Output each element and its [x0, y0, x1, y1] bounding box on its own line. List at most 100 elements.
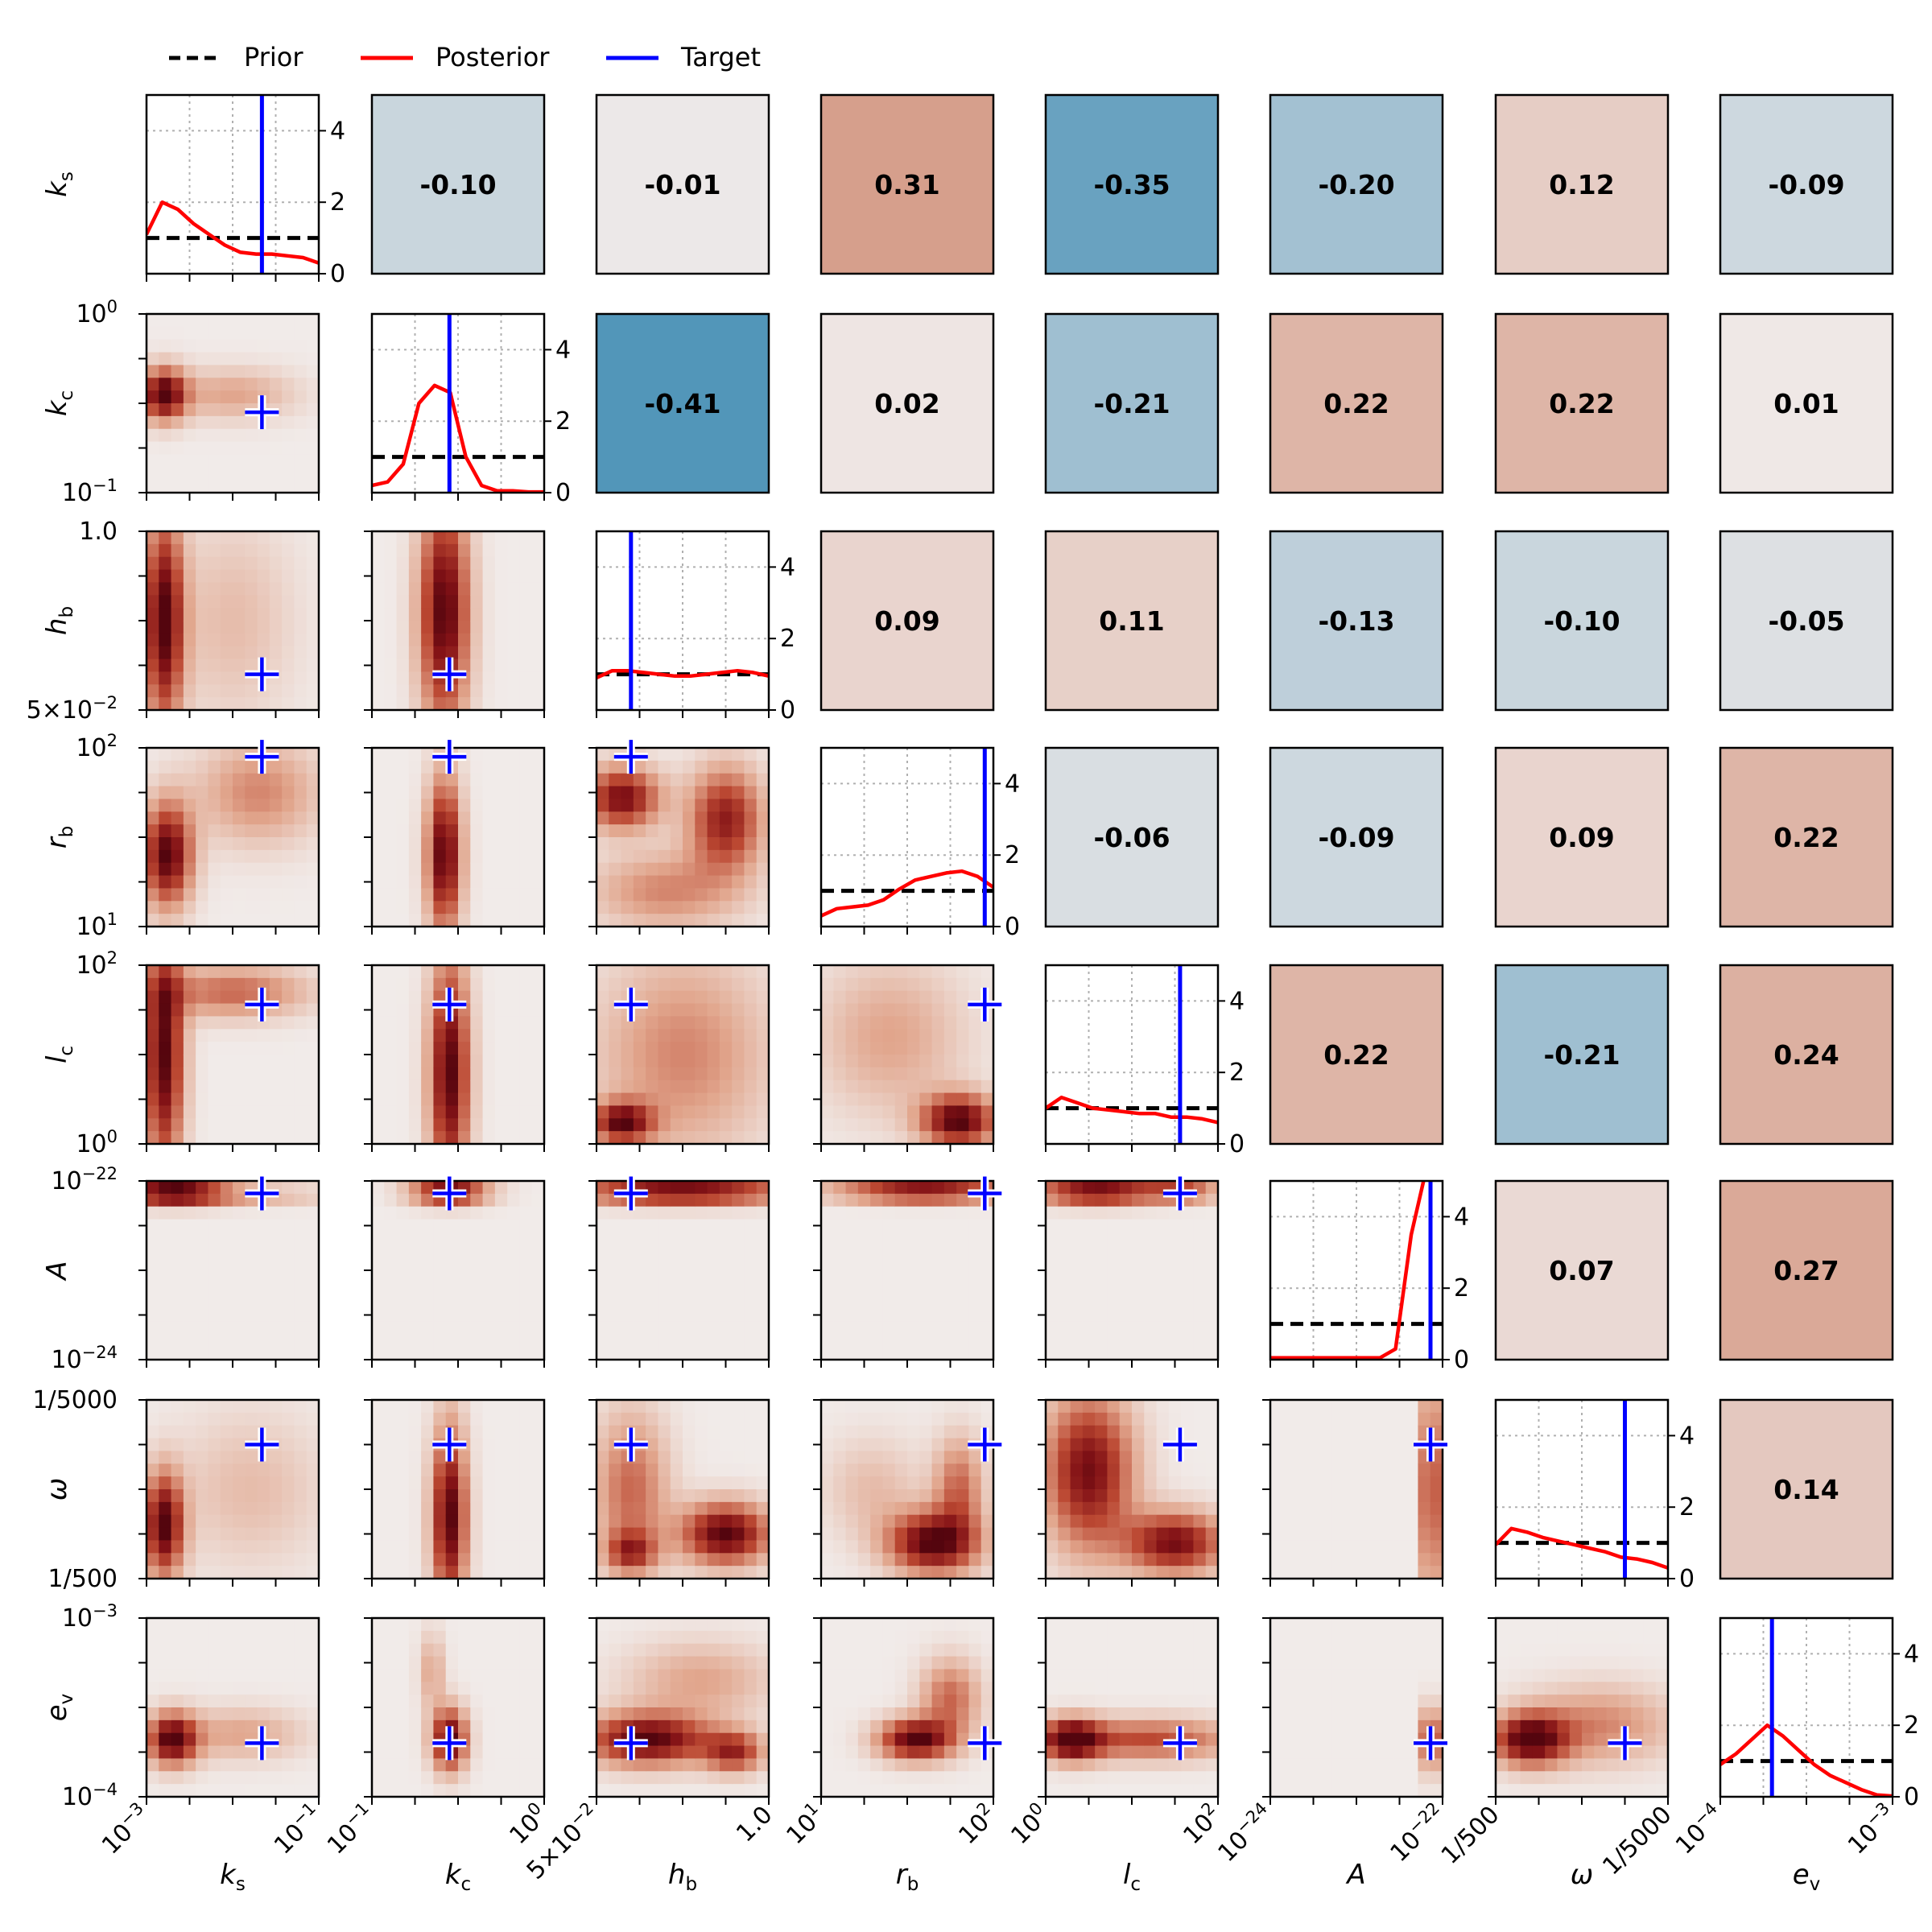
heat-cell: [707, 1321, 720, 1335]
heat-cell: [732, 1092, 745, 1107]
heat-cell: [1430, 1412, 1443, 1426]
heat-cell: [1368, 1501, 1382, 1516]
heat-cell: [196, 888, 209, 902]
heat-cell: [384, 849, 398, 864]
heat-cell: [1107, 1257, 1121, 1271]
heat-cell: [494, 1425, 508, 1439]
heat-cell: [294, 403, 308, 417]
heat-cell: [147, 1514, 159, 1529]
heat-cell: [458, 1105, 471, 1119]
heat-cell: [719, 786, 733, 800]
heat-cell: [621, 1282, 634, 1297]
heat-cell: [269, 1400, 283, 1414]
heat-cell: [931, 1527, 945, 1542]
heat-cell: [1168, 1245, 1182, 1258]
heat-cell: [433, 1270, 447, 1284]
heat-cell: [294, 1771, 308, 1785]
panel-r6-c2: [588, 1398, 770, 1587]
heat-cell: [294, 1029, 308, 1042]
heat-cell: [208, 811, 221, 825]
heat-cell: [282, 849, 295, 864]
heat-cell: [421, 697, 435, 711]
heat-cell: [458, 1232, 471, 1245]
heat-cell: [147, 837, 159, 851]
heat-cell: [384, 1029, 398, 1042]
heat-cell: [257, 875, 270, 890]
heat-cell: [245, 1476, 258, 1490]
heat-cell: [845, 1219, 859, 1233]
heat-cell: [183, 824, 196, 838]
heat-cell: [196, 849, 209, 864]
heat-cell: [857, 1489, 871, 1503]
heat-cell: [233, 824, 246, 838]
heat-cell: [306, 1553, 320, 1567]
heat-cell: [931, 1042, 945, 1055]
heat-cell: [257, 1656, 270, 1670]
heat-cell: [220, 1771, 233, 1785]
heat-cell: [821, 1514, 834, 1529]
heat-cell: [919, 1527, 933, 1542]
heat-cell: [719, 1476, 733, 1490]
heat-cell: [756, 1206, 770, 1220]
heat-cell: [269, 633, 283, 647]
heat-cell: [257, 1257, 270, 1271]
heat-cell: [306, 1630, 320, 1645]
heat-cell: [433, 582, 447, 596]
heat-cell: [870, 1347, 884, 1360]
heat-cell: [220, 543, 233, 558]
heat-cell: [220, 314, 233, 328]
heat-cell: [1181, 1282, 1195, 1297]
heat-cell: [384, 1501, 398, 1516]
heat-cell: [1181, 1514, 1195, 1529]
heat-cell: [980, 1463, 994, 1477]
heat-cell: [233, 1630, 246, 1645]
density-tick-label: 2: [1005, 841, 1020, 869]
heat-cell: [719, 1514, 733, 1529]
heat-cell: [306, 365, 320, 378]
heat-cell: [683, 888, 696, 902]
correlation-tile-k_s-l_c: [1044, 93, 1220, 275]
heat-cell: [208, 658, 221, 673]
heat-cell: [719, 1067, 733, 1081]
heat-cell: [147, 671, 159, 685]
heat-cell: [269, 1308, 283, 1323]
heat-cell: [833, 1042, 847, 1055]
heat-cell: [857, 1295, 871, 1310]
heat-cell: [1181, 1400, 1195, 1414]
heat-cell: [494, 1042, 508, 1055]
heat-cell: [494, 671, 508, 685]
heat-cell: [744, 1118, 758, 1132]
heat-cell: [683, 1476, 696, 1490]
heat-cell: [1430, 1527, 1443, 1542]
heat-cell: [147, 1206, 159, 1220]
heat-cell: [1070, 1438, 1084, 1452]
heat-cell: [147, 556, 159, 571]
heat-cell: [233, 837, 246, 851]
heat-cell: [882, 1295, 896, 1310]
heat-cell: [919, 1181, 933, 1195]
heat-cell: [245, 1295, 258, 1310]
heat-cell: [282, 1092, 295, 1107]
heat-cell: [445, 773, 459, 787]
heat-cell: [306, 1029, 320, 1042]
heat-cell: [208, 314, 221, 328]
heat-cell: [294, 1042, 308, 1055]
heat-cell: [147, 454, 159, 468]
heat-cell: [470, 1016, 484, 1030]
heat-cell: [1058, 1181, 1071, 1195]
heat-cell: [919, 1118, 933, 1132]
heat-cell: [1406, 1400, 1419, 1414]
heat-cell: [683, 1206, 696, 1220]
heat-cell: [1193, 1245, 1207, 1258]
heat-cell: [458, 977, 471, 992]
heat-cell: [1181, 1347, 1195, 1360]
heat-cell: [183, 582, 196, 596]
heat-cell: [1307, 1553, 1320, 1567]
heat-cell: [531, 1438, 545, 1452]
heat-cell: [609, 1016, 622, 1030]
heat-cell: [633, 1232, 646, 1245]
heat-cell: [306, 633, 320, 647]
heat-cell: [531, 1425, 545, 1439]
heat-cell: [196, 339, 209, 353]
heat-cell: [147, 1527, 159, 1542]
